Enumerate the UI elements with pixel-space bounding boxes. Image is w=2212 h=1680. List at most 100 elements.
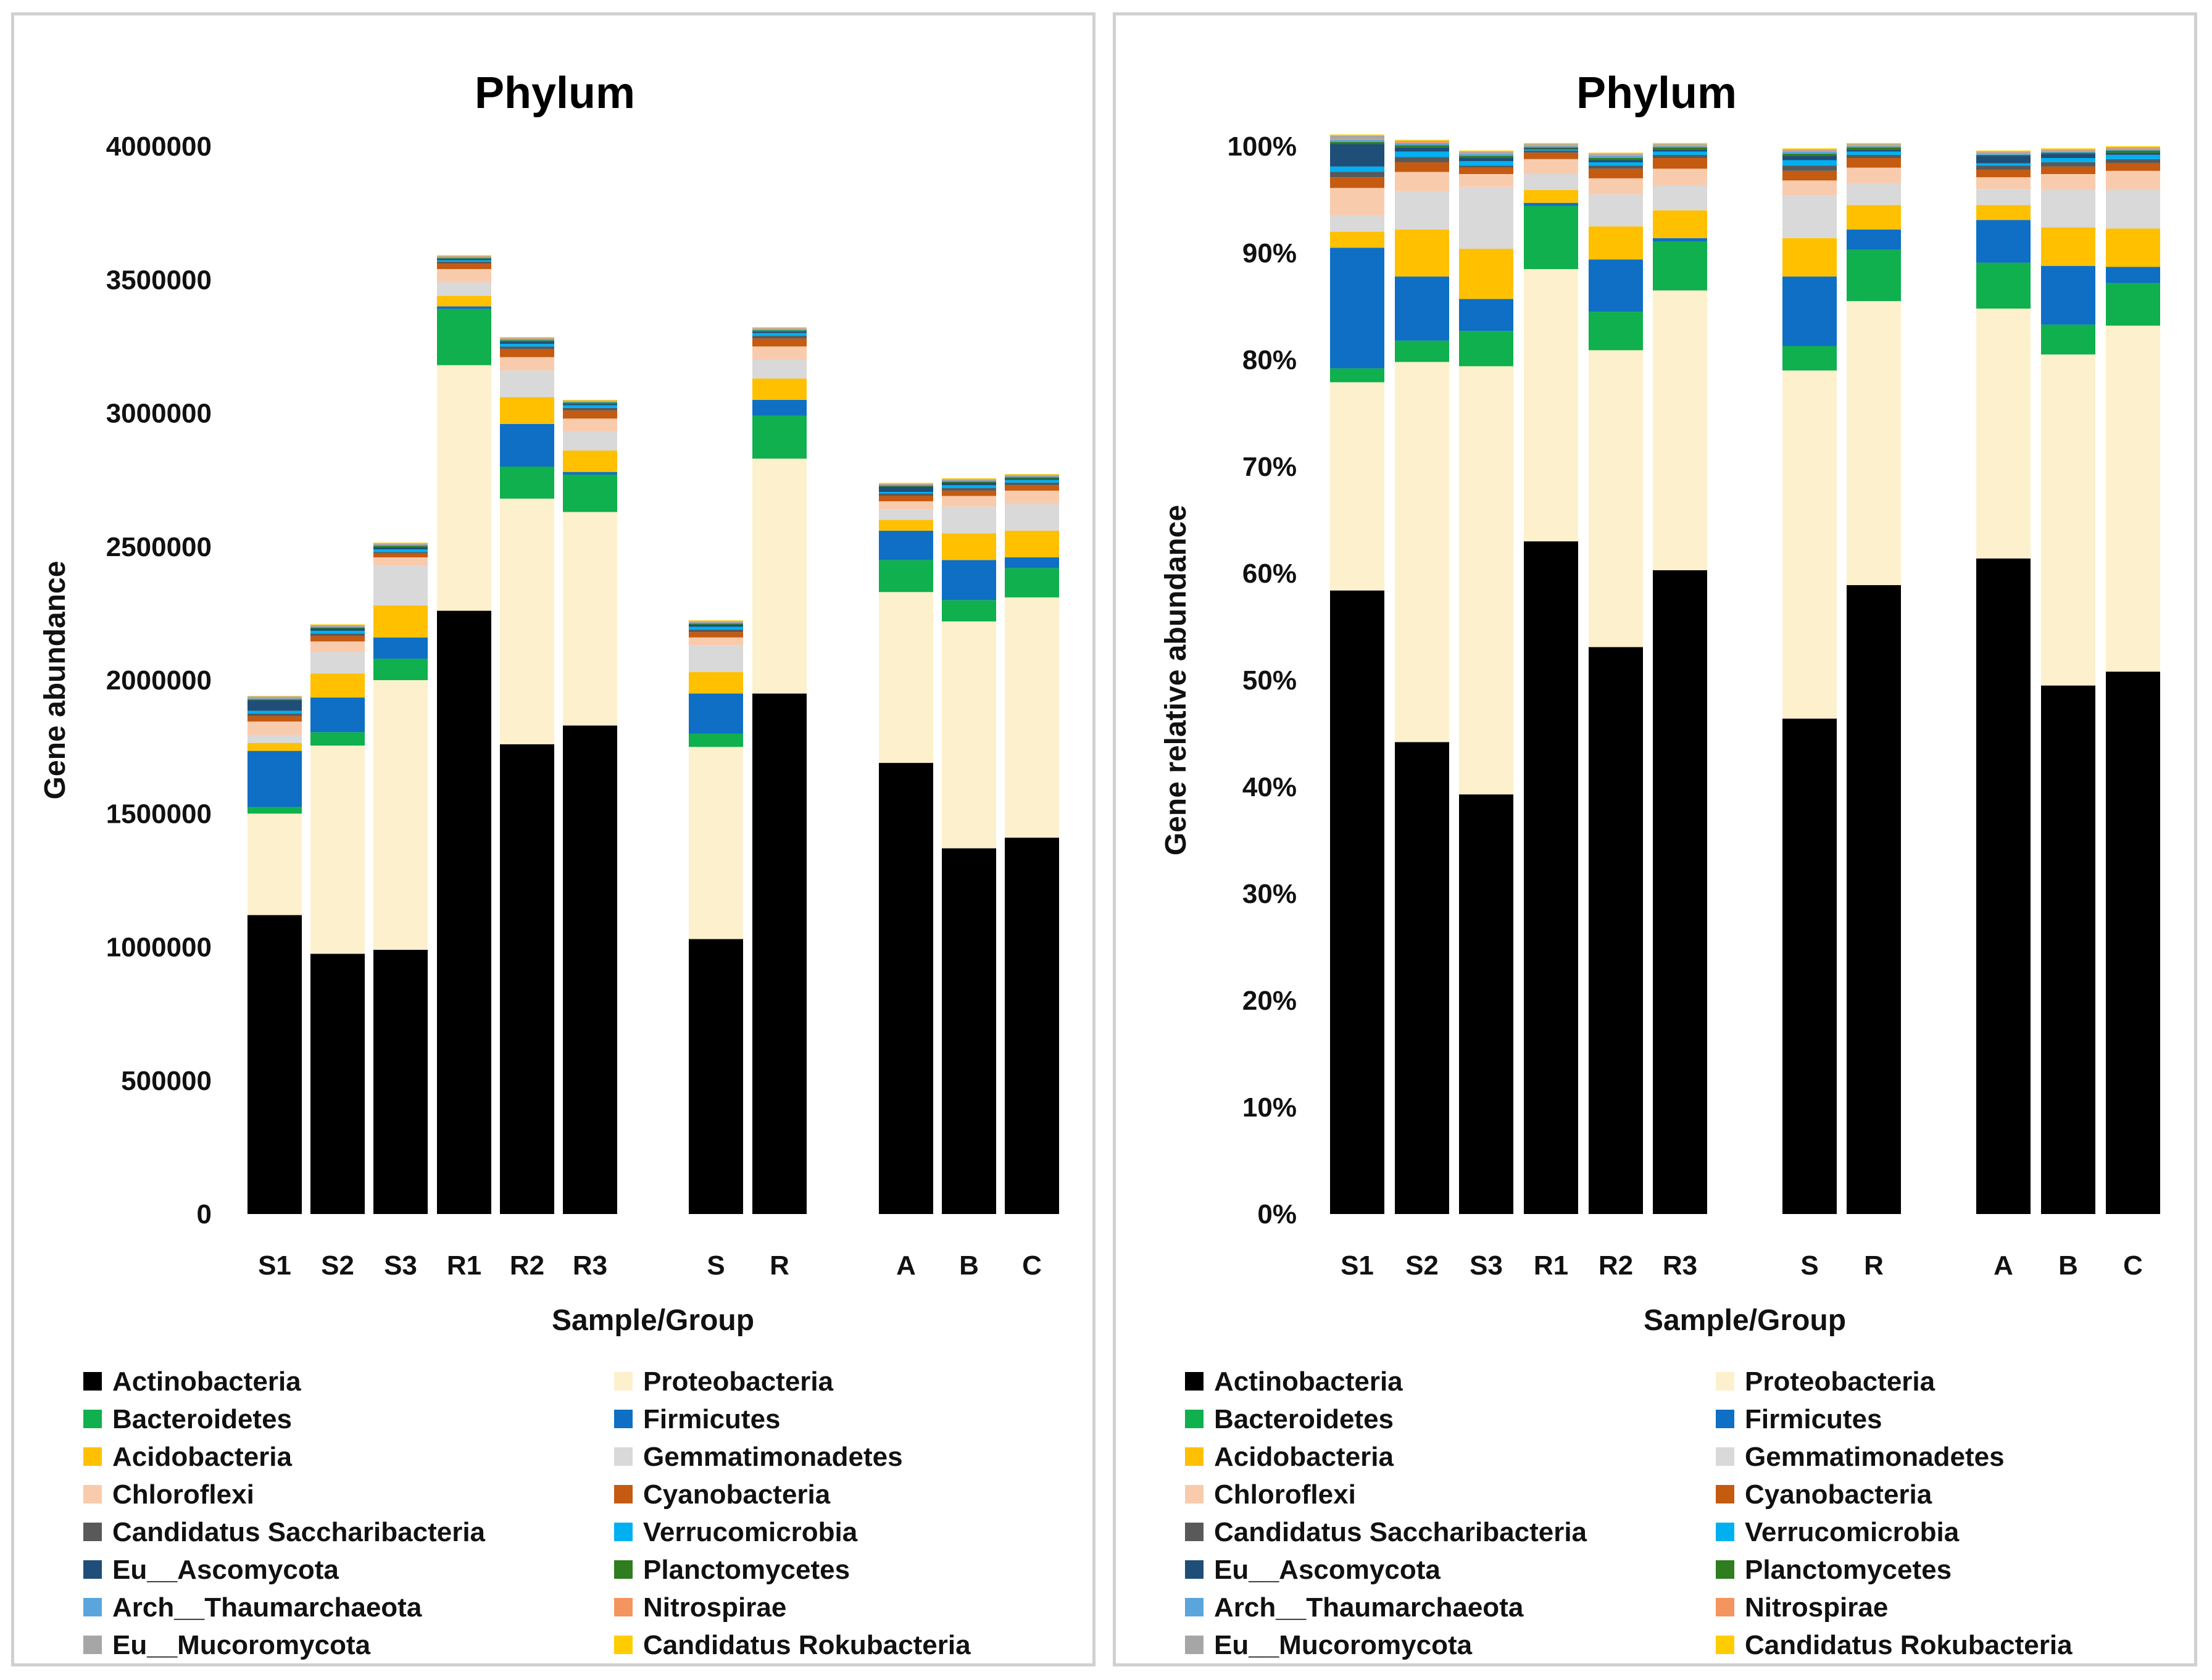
bar-segment-proteobacteria [2041, 354, 2095, 686]
bar-segment-eu-mucoromycota [1524, 144, 1578, 146]
bar-segment-nitrospirae [752, 328, 807, 330]
bar-segment-acidobacteria [1005, 530, 1059, 558]
bar-segment-nitrospirae [2106, 148, 2160, 150]
bar-segment-arch-thaumarchaeota [1005, 476, 1059, 478]
bar-segment-cyanobacteria [1459, 167, 1513, 174]
bar-segment-nitrospirae [1524, 145, 1578, 146]
bar-segment-planctomycetes [310, 627, 365, 629]
bar-segment-nitrospirae [1653, 145, 1707, 146]
legend-item-candidatus-saccharibacteria: Candidatus Saccharibacteria [1185, 1517, 1587, 1547]
bar-segment-gemmatimonadetes [373, 565, 428, 605]
y-tick-label: 4000000 [106, 131, 212, 162]
bar-segment-arch-thaumarchaeota [500, 339, 554, 341]
bar-segment-cyanobacteria [1005, 485, 1059, 491]
bar-segment-verrucomicrobia [1782, 160, 1837, 166]
y-tick-label: 0% [1257, 1199, 1297, 1229]
bar-segment-eu-mucoromycota [310, 625, 365, 626]
bar-segment-gemmatimonadetes [1459, 186, 1513, 249]
bar-segment-candidatus-saccharibacteria [689, 629, 743, 633]
bar-segment-firmicutes [310, 697, 365, 733]
bar-segment-gemmatimonadetes [1330, 215, 1384, 232]
bar-segment-eu-ascomycota [879, 486, 933, 493]
bar-segment-arch-thaumarchaeota [1976, 154, 2031, 155]
bar-segment-planctomycetes [437, 258, 491, 259]
bar-segment-eu-ascomycota [1005, 478, 1059, 480]
bar-segment-chloroflexi [689, 637, 743, 646]
bar-segment-acidobacteria [1459, 249, 1513, 299]
bar-segment-nitrospirae [1782, 150, 1837, 152]
bar-segment-proteobacteria [1330, 382, 1384, 591]
bar-segment-arch-thaumarchaeota [2041, 151, 2095, 153]
bar-segment-candidatus-rokubacteria [247, 696, 302, 697]
bar-segment-eu-ascomycota [752, 331, 807, 333]
y-tick-label: 70% [1242, 452, 1297, 482]
bar-segment-candidatus-saccharibacteria [942, 488, 996, 491]
y-tick-label: 60% [1242, 559, 1297, 589]
legend-swatch [1185, 1523, 1204, 1541]
legend-item-eu-mucoromycota: Eu__Mucoromycota [1185, 1630, 1473, 1660]
bar-segment-proteobacteria [310, 745, 365, 954]
bar-segment-candidatus-saccharibacteria [500, 346, 554, 349]
bar-segment-verrucomicrobia [1524, 149, 1578, 151]
bar-segment-cyanobacteria [752, 338, 807, 347]
bar-segment-arch-thaumarchaeota [247, 698, 302, 700]
bar-segment-nitrospirae [1330, 138, 1384, 140]
bar-segment-eu-ascomycota [689, 625, 743, 627]
legend-label: Gemmatimonadetes [643, 1442, 903, 1472]
bar-segment-candidatus-rokubacteria [1459, 150, 1513, 152]
bar-segment-firmicutes [373, 637, 428, 659]
bar-segment-candidatus-rokubacteria [437, 255, 491, 256]
bar-segment-acidobacteria [2106, 228, 2160, 267]
bar-segment-eu-ascomycota [2041, 154, 2095, 159]
bar-stack-s1 [247, 696, 302, 1214]
bar-segment-proteobacteria [1847, 301, 1901, 586]
bar-segment-acidobacteria [310, 673, 365, 698]
bar-segment-cyanobacteria [1847, 158, 1901, 168]
y-tick-label: 0 [197, 1199, 212, 1229]
bar-segment-cyanobacteria [437, 264, 491, 269]
bar-segment-cyanobacteria [247, 716, 302, 722]
bar-segment-planctomycetes [500, 340, 554, 342]
bar-segment-eu-ascomycota [942, 482, 996, 486]
legend-label: Cyanobacteria [643, 1479, 831, 1510]
bar-segment-cyanobacteria [1524, 152, 1578, 159]
bar-segment-proteobacteria [879, 592, 933, 763]
bar-stack-s2 [310, 624, 365, 1214]
x-tick-label: B [2058, 1250, 2078, 1281]
bar-segment-candidatus-rokubacteria [1330, 134, 1384, 136]
legend-item-eu-ascomycota: Eu__Ascomycota [83, 1555, 339, 1585]
legend-label: Nitrospirae [643, 1592, 786, 1623]
right-chart-panel: Phylum 0% 10% 20% 30% 40% 50% 60% 70% 80% 90% 100% G… [1113, 12, 2197, 1666]
bar-segment-eu-mucoromycota [2106, 147, 2160, 149]
chart-title: Phylum [1576, 69, 1737, 118]
legend-item-planctomycetes: Planctomycetes [614, 1555, 850, 1585]
bar-segment-actinobacteria [1459, 794, 1513, 1214]
bar-segment-bacteroidetes [500, 467, 554, 499]
bar-segment-chloroflexi [373, 557, 428, 566]
legend-label: Candidatus Rokubacteria [643, 1630, 971, 1660]
bar-segment-bacteroidetes [879, 560, 933, 593]
y-tick-label: 30% [1242, 879, 1297, 909]
bar-segment-candidatus-saccharibacteria [1459, 165, 1513, 168]
bar-segment-candidatus-saccharibacteria [1330, 172, 1384, 178]
bar-segment-bacteroidetes [1782, 346, 1837, 371]
bar-segment-eu-mucoromycota [500, 338, 554, 339]
legend-swatch [83, 1447, 102, 1466]
legend-label: Planctomycetes [1745, 1555, 1952, 1585]
y-tick-label: 2000000 [106, 665, 212, 696]
legend-label: Eu__Mucoromycota [1214, 1630, 1473, 1660]
bar-stack-r2 [1589, 152, 1643, 1214]
bar-segment-eu-mucoromycota [1330, 135, 1384, 139]
bar-segment-eu-ascomycota [310, 628, 365, 631]
bar-segment-candidatus-rokubacteria [1524, 143, 1578, 144]
legend-swatch [1716, 1410, 1734, 1428]
bar-segment-candidatus-saccharibacteria [2041, 162, 2095, 167]
legend-item-bacteroidetes: Bacteroidetes [83, 1404, 292, 1434]
bar-segment-cyanobacteria [563, 410, 617, 419]
legend-label: Bacteroidetes [112, 1404, 292, 1434]
bar-segment-eu-ascomycota [1330, 144, 1384, 167]
legend-item-arch-thaumarchaeota: Arch__Thaumarchaeota [1185, 1592, 1524, 1623]
bar-segment-eu-mucoromycota [1589, 154, 1643, 155]
bar-segment-actinobacteria [879, 763, 933, 1214]
bar-segment-candidatus-saccharibacteria [2106, 159, 2160, 164]
